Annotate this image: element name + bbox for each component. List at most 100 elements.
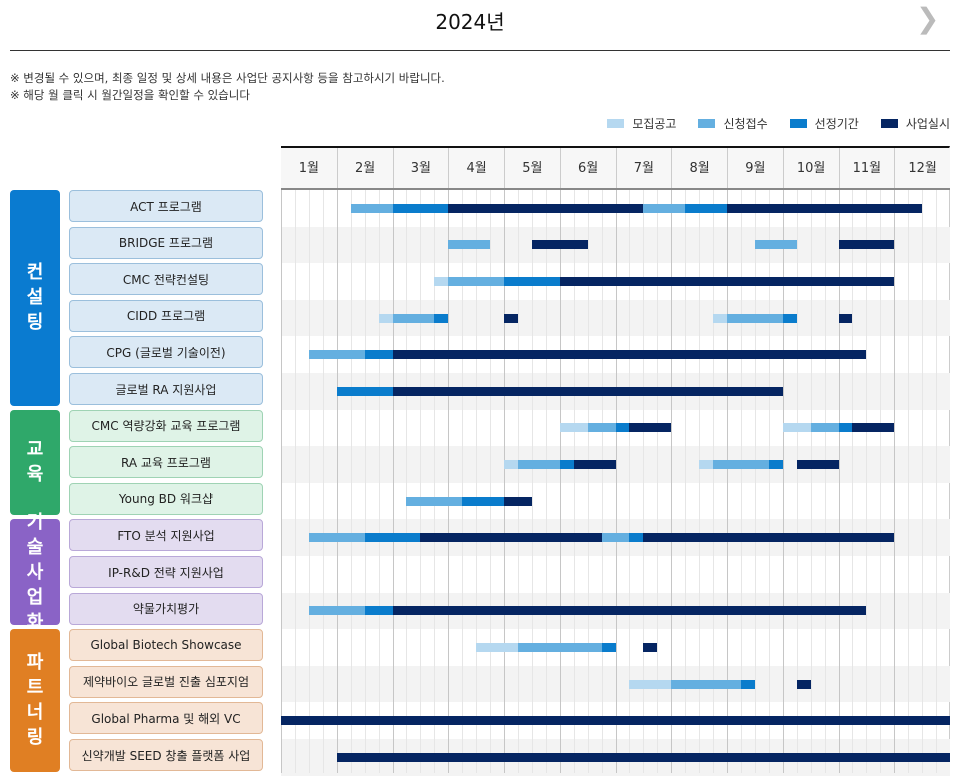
grid-line [322,190,324,773]
grid-line [545,190,547,773]
legend-label: 모집공고 [632,117,677,131]
bar-apply [754,240,797,250]
bar-recruit [629,679,672,689]
bar-apply [587,423,616,433]
grid-line [517,190,519,773]
month-header-9[interactable]: 9월 [727,148,783,188]
category-3: 파트너링 [10,629,60,772]
grid-line [573,190,575,773]
grid-line [308,190,310,773]
month-header-10[interactable]: 10월 [782,148,839,188]
month-header-4[interactable]: 4월 [448,148,504,188]
program-label[interactable]: RA 교육 프로그램 [69,446,263,479]
grid-line [378,190,380,773]
month-header-11[interactable]: 11월 [838,148,895,188]
bar-run [559,277,895,286]
grid-line [838,190,840,773]
grid-line [852,190,854,773]
program-label[interactable]: CMC 전략컨설팅 [69,263,263,296]
bar-run [838,313,853,323]
grid-line [782,190,784,773]
grid-line [294,190,296,773]
bar-select [685,203,727,213]
bar-run [531,240,588,250]
category-0: 컨설팅 [10,190,60,406]
grid-line [364,190,366,773]
grid-line [699,190,701,773]
program-label[interactable]: CMC 역량강화 교육 프로그램 [69,409,263,442]
month-header-8[interactable]: 8월 [671,148,727,188]
bar-select [392,203,449,213]
bar-run [796,460,839,469]
program-label[interactable]: 신약개발 SEED 창출 플랫폼 사업 [69,739,263,771]
legend-item-select: 선정기간 [789,115,859,132]
bar-recruit [476,643,518,652]
bar-select [434,313,449,323]
grid-line [866,190,868,773]
category-label: 기술사업화 [26,511,44,633]
legend: 모집공고 신청접수 선정기간 사업실시 [607,115,950,132]
bar-select [601,643,616,652]
program-label[interactable]: 글로벌 RA 지원사업 [69,373,263,405]
bar-apply [406,496,463,506]
grid-line [350,190,352,773]
legend-item-recruit: 모집공고 [607,115,676,132]
grid-line [406,190,408,773]
program-label[interactable]: ACT 프로그램 [69,190,263,222]
grid-line [824,190,826,773]
grid-line [629,190,631,773]
bar-apply [517,460,560,469]
bar-recruit [434,277,449,286]
notice-2: ※ 해당 월 클릭 시 월간일정을 확인할 수 있습니다 [10,88,250,102]
bar-select [336,386,393,396]
program-label[interactable]: CIDD 프로그램 [69,299,263,332]
grid-line [490,190,492,773]
program-label[interactable]: CPG (글로벌 기술이전) [69,336,263,369]
bar-recruit [504,460,518,469]
bar-select [740,679,755,689]
grid-line [713,190,715,773]
grid-line [754,190,756,773]
bar-run [281,716,950,726]
grid-line [685,190,687,773]
month-header-1[interactable]: 1월 [298,161,319,176]
program-label[interactable]: IP-R&D 전략 지원사업 [69,556,263,588]
category-1: 교육 [10,409,60,516]
grid-line [740,190,742,773]
bar-apply [392,313,435,323]
month-header-2[interactable]: 2월 [336,148,393,188]
grid-line [462,190,464,773]
gantt-chart: 1월 2월 3월 4월 5월 6월 7월 8월 9월 10월 11월 12월 [281,146,950,776]
bar-recruit [378,313,393,323]
month-header-12[interactable]: 12월 [894,148,950,188]
month-header-3[interactable]: 3월 [392,148,449,188]
bar-run [448,203,644,213]
month-header-5[interactable]: 5월 [504,148,560,188]
grid-line [643,190,645,773]
bar-select [364,350,393,360]
grid-line [768,190,770,773]
grid-line [657,190,659,773]
month-header-6[interactable]: 6월 [559,148,616,188]
bar-run [573,460,616,469]
legend-item-run: 사업실시 [880,115,950,132]
legend-item-apply: 신청접수 [698,115,768,132]
month-header-7[interactable]: 7월 [615,148,672,188]
program-label[interactable]: 약물가치평가 [69,592,263,625]
notice-1: ※ 변경될 수 있으며, 최종 일정 및 상세 내용은 사업단 공지사항 등을 … [10,71,445,85]
bar-apply [671,679,741,689]
legend-swatch [880,119,898,128]
grid-line [894,190,896,773]
program-label[interactable]: Global Biotech Showcase [69,629,263,662]
program-label[interactable]: Global Pharma 및 해외 VC [69,702,263,735]
program-label[interactable]: 제약바이오 글로벌 진출 심포지엄 [69,665,263,698]
program-label[interactable]: BRIDGE 프로그램 [69,226,263,259]
chevron-right-icon[interactable]: ❯ [916,2,940,35]
grid-line [936,190,938,773]
program-label[interactable]: FTO 분석 지원사업 [69,519,263,552]
bar-select [504,277,560,286]
program-label[interactable]: Young BD 워크샵 [69,482,263,515]
legend-label: 선정기간 [814,117,859,131]
bar-run [392,386,783,396]
grid-line [615,190,617,773]
